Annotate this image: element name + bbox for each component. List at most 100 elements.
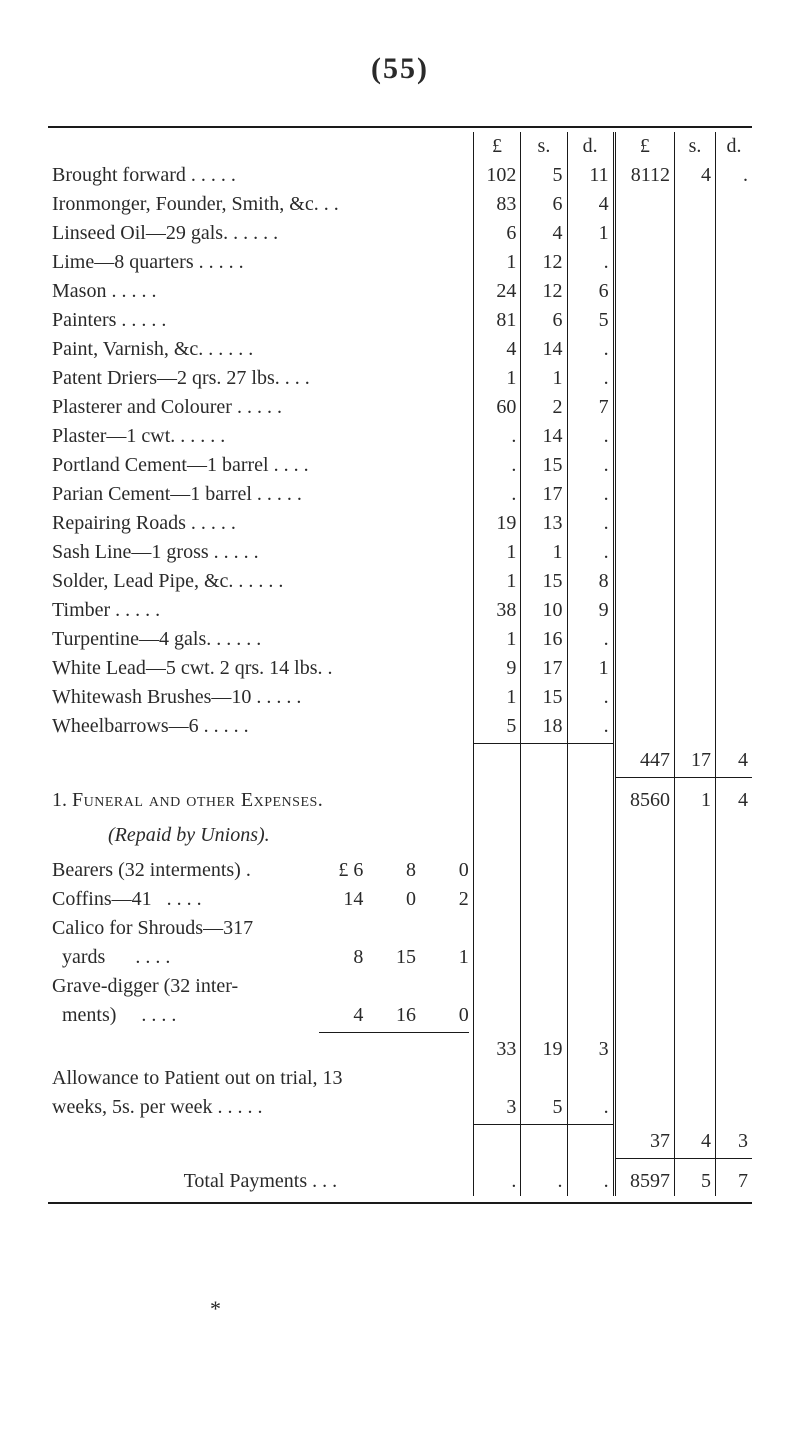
row-allowance-2: weeks, 5s. per week . . . . . 3 5 .	[48, 1093, 752, 1122]
cell: .	[567, 364, 614, 393]
cell: .	[567, 1093, 614, 1122]
section-num: 1.	[52, 789, 67, 811]
row-grand-total: Total Payments . . . . . . 8597 5 7	[48, 1167, 752, 1196]
cell-desc: Plaster—1 cwt. . . . . .	[48, 422, 473, 451]
cell: 5	[521, 161, 567, 190]
cell: 9	[473, 654, 521, 683]
cell: 1	[473, 625, 521, 654]
cell-desc: Parian Cement—1 barrel . . . . .	[48, 480, 473, 509]
table-row: Plaster—1 cwt. . . . . ..14.	[48, 422, 752, 451]
cell	[367, 972, 420, 1001]
list-item: yards . . . .8151	[48, 943, 473, 972]
page-number: (55)	[48, 52, 752, 86]
cell: 14	[521, 335, 567, 364]
cell: 1	[674, 786, 715, 815]
list-item: ments) . . . .4160	[48, 1001, 473, 1030]
table-row: Patent Driers—2 qrs. 27 lbs. . . .11.	[48, 364, 752, 393]
cell: 3	[567, 1035, 614, 1064]
table-row: Portland Cement—1 barrel . . . ..15.	[48, 451, 752, 480]
cell: 6	[567, 277, 614, 306]
cell: .	[567, 712, 614, 741]
cell: .	[716, 161, 752, 190]
cell: 2	[521, 393, 567, 422]
table-row: Linseed Oil—29 gals. . . . . .641	[48, 219, 752, 248]
cell: .	[473, 422, 521, 451]
list-item: Grave-digger (32 inter-	[48, 972, 473, 1001]
row-section-subtitle: (Repaid by Unions).	[48, 821, 752, 850]
cell: 6	[473, 219, 521, 248]
table-row: Ironmonger, Founder, Smith, &c. . .8364	[48, 190, 752, 219]
table-row: Plasterer and Colourer . . . . .6027	[48, 393, 752, 422]
cell: 7	[567, 393, 614, 422]
row-brought-forward: Brought forward . . . . . 102 5 11 8112 …	[48, 161, 752, 190]
cell: 1	[521, 538, 567, 567]
list-item: Calico for Shrouds—317	[48, 914, 473, 943]
row-sub-total: 33 19 3	[48, 1035, 752, 1064]
cell-desc: Repairing Roads . . . . .	[48, 509, 473, 538]
row-subitems: Bearers (32 interments) .£ 680Coffins—41…	[48, 856, 752, 1035]
cell: 447	[614, 746, 674, 775]
col-L2: £	[614, 132, 674, 161]
cell: 19	[521, 1035, 567, 1064]
cell: 3	[473, 1093, 521, 1122]
cell: .	[473, 480, 521, 509]
cell: 8597	[614, 1167, 674, 1196]
sub-list: Bearers (32 interments) .£ 680Coffins—41…	[48, 856, 473, 1035]
section-title: Funeral and other Expenses.	[72, 789, 323, 811]
table-header: £ s. d. £ s. d.	[48, 132, 752, 161]
cell: 17	[521, 480, 567, 509]
table-row: Paint, Varnish, &c. . . . . .414.	[48, 335, 752, 364]
cell: 81	[473, 306, 521, 335]
cell: .	[567, 451, 614, 480]
cell-desc: Timber . . . . .	[48, 596, 473, 625]
cell: .	[567, 480, 614, 509]
cell-desc: Mason . . . . .	[48, 277, 473, 306]
cell: 4	[315, 1001, 368, 1030]
cell: .	[567, 625, 614, 654]
page: (55) £ s. d. £ s. d. Brought forward . .…	[0, 0, 800, 1442]
cell: 2	[420, 885, 473, 914]
rule-top	[48, 126, 752, 128]
cell: 8	[315, 943, 368, 972]
cell: 18	[521, 712, 567, 741]
cell: 14	[521, 422, 567, 451]
cell: 1	[521, 364, 567, 393]
cell: 15	[521, 683, 567, 712]
cell-desc: Coffins—41 . . . .	[48, 885, 315, 914]
cell: 7	[716, 1167, 752, 1196]
cell-desc: weeks, 5s. per week . . . . .	[48, 1093, 473, 1122]
cell-desc: Ironmonger, Founder, Smith, &c. . .	[48, 190, 473, 219]
cell: 4	[716, 746, 752, 775]
cell: .	[567, 248, 614, 277]
table-row: Mason . . . . .24126	[48, 277, 752, 306]
cell: 16	[521, 625, 567, 654]
row-section-funeral: 1. Funeral and other Expenses. 8560 1 4	[48, 786, 752, 815]
cell: .	[521, 1167, 567, 1196]
cell: .	[567, 509, 614, 538]
cell: .	[567, 683, 614, 712]
cell: 8560	[614, 786, 674, 815]
cell-desc: Paint, Varnish, &c. . . . . .	[48, 335, 473, 364]
cell: 0	[367, 885, 420, 914]
cell-desc: Sash Line—1 gross . . . . .	[48, 538, 473, 567]
cell: 1	[473, 567, 521, 596]
table-row: Solder, Lead Pipe, &c. . . . . .1158	[48, 567, 752, 596]
ledger-table: £ s. d. £ s. d. Brought forward . . . . …	[48, 132, 752, 1196]
cell-desc: Turpentine—4 gals. . . . . .	[48, 625, 473, 654]
cell: 6	[521, 190, 567, 219]
cell: 16	[367, 1001, 420, 1030]
cell: 8	[567, 567, 614, 596]
cell: 19	[473, 509, 521, 538]
cell: 24	[473, 277, 521, 306]
cell: 5	[473, 712, 521, 741]
cell: .	[567, 335, 614, 364]
cell: 0	[420, 856, 473, 885]
col-d2: d.	[716, 132, 752, 161]
cell: 33	[473, 1035, 521, 1064]
table-row: Wheelbarrows—6 . . . . .518.	[48, 712, 752, 741]
row-allowance-1: Allowance to Patient out on trial, 13	[48, 1064, 752, 1093]
cell: 6	[521, 306, 567, 335]
cell: 1	[567, 654, 614, 683]
cell: 38	[473, 596, 521, 625]
cell: 4	[674, 161, 715, 190]
